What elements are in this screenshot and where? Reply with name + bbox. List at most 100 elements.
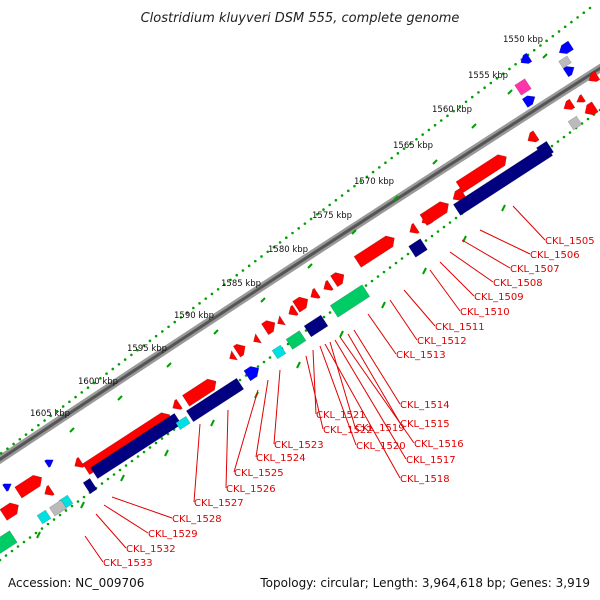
ruler-dot — [247, 264, 251, 268]
inner-dot — [376, 275, 380, 278]
inner-dot — [28, 536, 32, 539]
ruler-tick — [213, 329, 219, 335]
inner-dot — [16, 545, 20, 548]
reverse-cds — [90, 412, 182, 480]
ruler-dot — [173, 320, 177, 324]
ruler-dot — [588, 6, 592, 10]
ruler-dot — [68, 400, 71, 404]
ruler-dot — [229, 278, 232, 282]
map-title: Clostridium kluyveri DSM 555, complete g… — [141, 11, 460, 26]
inner-dot — [106, 477, 110, 481]
leader-line — [389, 299, 418, 341]
ruler-dot — [402, 147, 406, 150]
ruler-dot — [6, 447, 9, 450]
gene-label: CKL_1532 — [126, 544, 176, 555]
inner-tick — [501, 204, 506, 212]
ruler-tick — [542, 53, 548, 59]
ruler-dot — [111, 367, 115, 371]
ruler-dot — [266, 250, 270, 254]
leader-line — [193, 423, 201, 503]
gene-label: CKL_1526 — [226, 484, 276, 495]
ruler-dot — [384, 161, 387, 164]
kbp-label: 1575 kbp — [312, 211, 352, 221]
genome-backbone — [0, 63, 600, 465]
ruler-dot — [464, 100, 468, 104]
inner-dot — [136, 455, 140, 458]
inner-dot — [268, 356, 272, 359]
gene-features — [0, 40, 600, 554]
ruler-dot — [92, 381, 96, 385]
ruler-dot — [74, 395, 77, 399]
ruler-dot — [470, 95, 474, 99]
ruler-dot — [532, 48, 536, 52]
kbp-label: 1555 kbp — [468, 71, 508, 81]
ruler-dot — [415, 137, 418, 141]
ruler-dot — [204, 297, 208, 300]
inner-dot — [112, 473, 116, 476]
leader-line — [319, 345, 357, 446]
ruler-dot — [254, 259, 257, 263]
ruler-dot — [179, 316, 183, 319]
ruler-dot — [0, 452, 3, 455]
kbp-label: 1560 kbp — [432, 105, 472, 115]
leader-line — [339, 336, 415, 444]
leader-line — [353, 329, 401, 405]
ruler-dot — [148, 339, 152, 343]
topology-text: Topology: circular; Length: 3,964,618 bp… — [259, 576, 590, 590]
ruler-dot — [18, 437, 22, 441]
inner-dot — [562, 135, 566, 139]
cyan-feature — [175, 416, 191, 430]
inner-dot — [118, 468, 122, 472]
gene-label: CKL_1522 — [323, 425, 373, 436]
gene-label: CKL_1505 — [545, 236, 595, 247]
ruler-dot — [161, 330, 164, 333]
gene-labels: CKL_1505 CKL_1506 CKL_1507 CKL_1508 CKL_1509… — [84, 205, 595, 569]
kbp-label: 1565 kbp — [393, 141, 433, 151]
leader-line — [449, 251, 494, 283]
ruler-dot — [514, 62, 517, 66]
green-feature — [329, 284, 371, 318]
inner-tick — [120, 474, 125, 482]
inner-dot — [100, 482, 104, 485]
gene-label: CKL_1508 — [493, 278, 543, 289]
leader-line — [312, 349, 317, 415]
kbp-label: 1595 kbp — [127, 344, 167, 354]
leader-line — [429, 269, 461, 312]
gene-label: CKL_1515 — [400, 419, 450, 430]
leader-line — [461, 239, 511, 269]
inner-dot — [568, 131, 572, 134]
ruler-dot — [55, 409, 59, 413]
ruler-dot — [334, 198, 338, 202]
ruler-dot — [340, 194, 344, 197]
ruler-dot — [303, 222, 307, 225]
ruler-dot — [446, 114, 449, 118]
inner-dot — [406, 252, 410, 256]
inner-tick — [422, 267, 427, 275]
ruler-dot — [408, 142, 412, 146]
ruler-dot — [37, 423, 40, 427]
inner-dot — [400, 257, 404, 260]
ruler-dot — [557, 30, 561, 33]
ruler-dot — [353, 184, 356, 188]
forward-cds-small — [452, 187, 467, 201]
leader-line — [403, 289, 436, 327]
reverse-cds — [303, 314, 329, 338]
inner-dot — [454, 216, 458, 220]
ruler-dot — [563, 25, 567, 29]
ruler-dot — [49, 414, 53, 418]
inner-tick — [164, 449, 169, 457]
inner-dot — [148, 446, 152, 449]
gene-label: CKL_1511 — [435, 322, 485, 333]
inner-dot — [328, 311, 332, 314]
inner-dot — [154, 441, 158, 445]
ruler-dot — [489, 81, 493, 85]
forward-cds — [292, 296, 309, 313]
gene-label: CKL_1518 — [400, 474, 450, 485]
ruler-dot — [433, 123, 437, 127]
inner-tick — [296, 361, 301, 369]
reverse-cds — [408, 238, 428, 258]
forward-cds-small — [421, 212, 434, 225]
inner-dot — [46, 522, 50, 526]
inner-dot — [448, 221, 452, 224]
